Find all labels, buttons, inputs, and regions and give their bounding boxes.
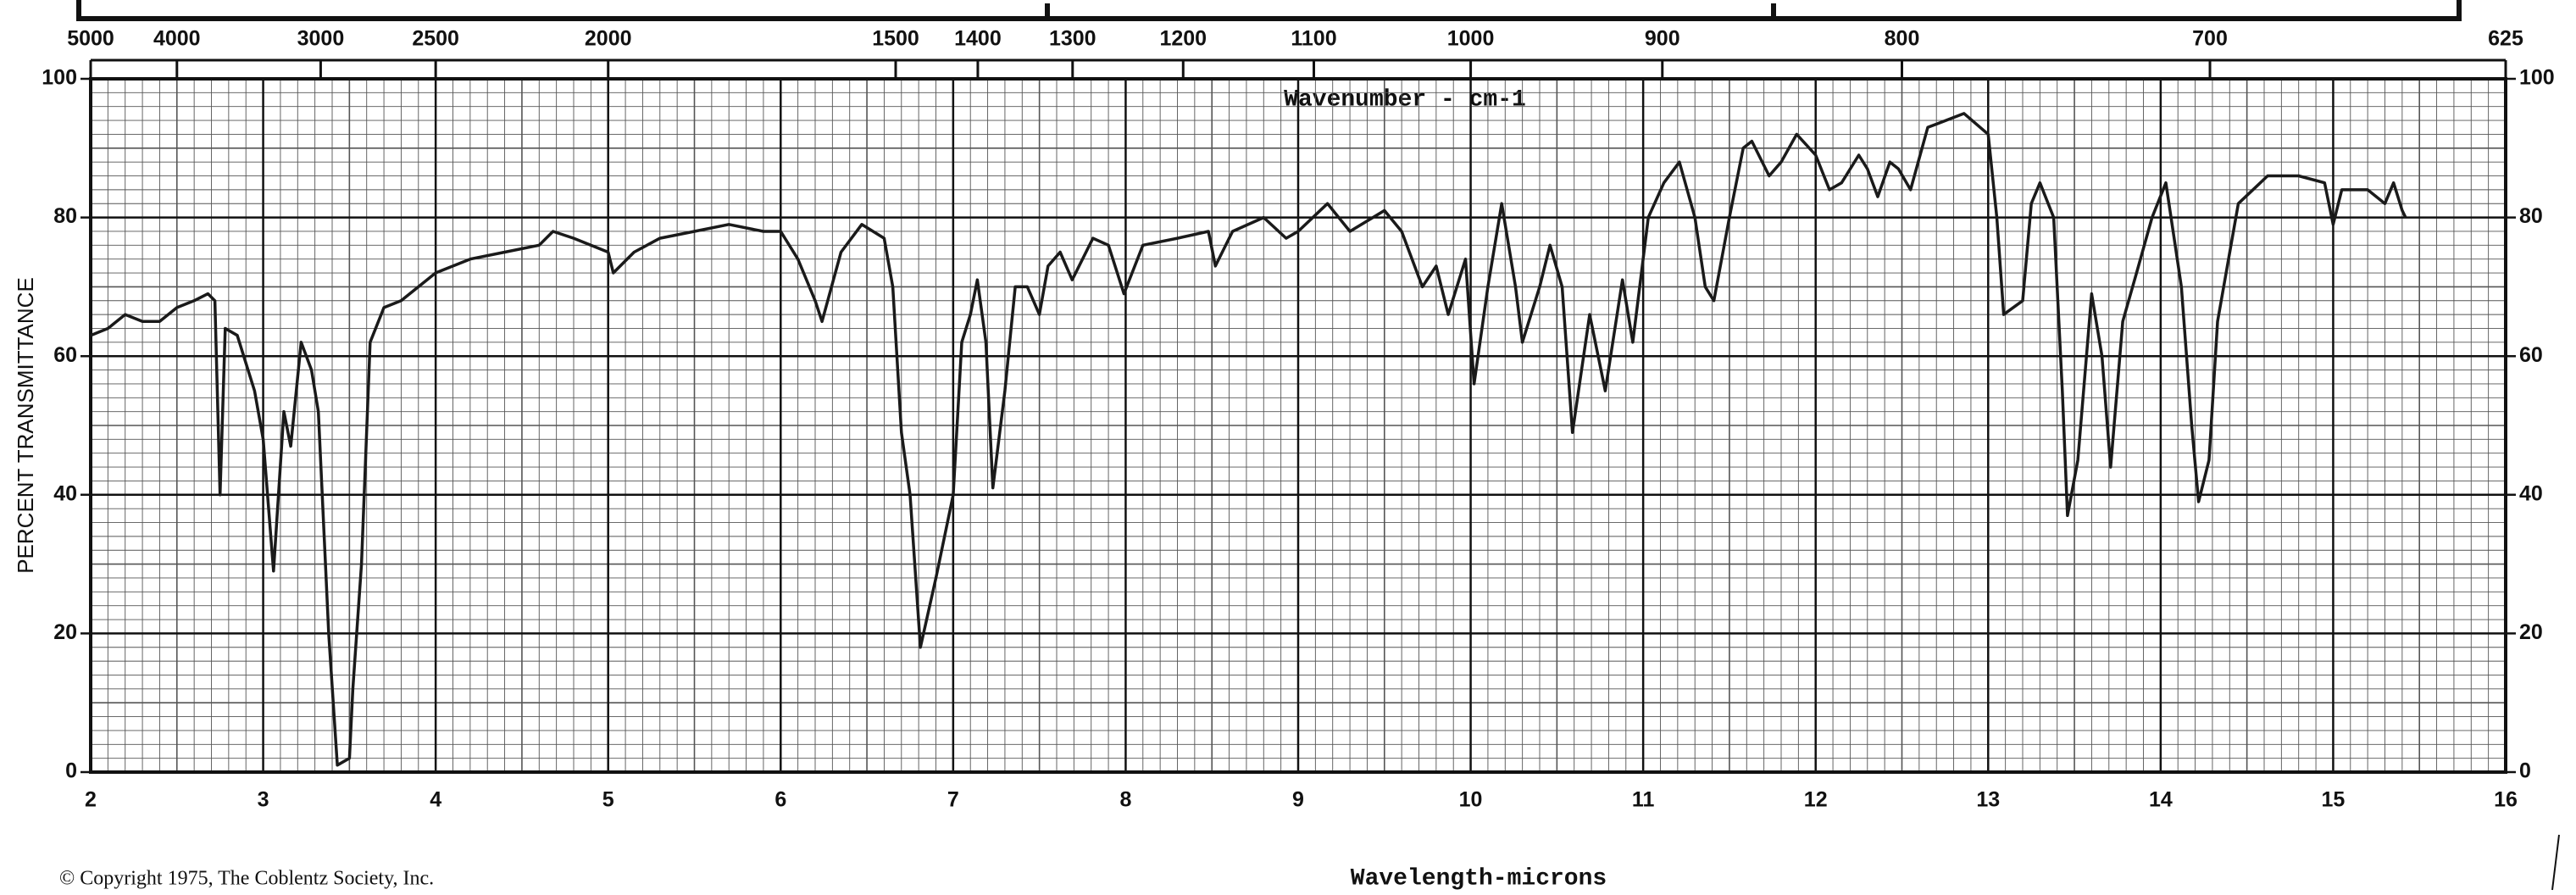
x-tick-label: 15 xyxy=(2322,788,2346,812)
top-tick-label: 4000 xyxy=(153,27,201,51)
x-tick-label: 14 xyxy=(2149,788,2173,812)
y-tick-label: 20 xyxy=(53,620,77,644)
top-tick-label: 2500 xyxy=(412,27,459,51)
y-tick-label-right: 0 xyxy=(2519,759,2531,783)
y-tick-label: 40 xyxy=(53,481,77,505)
x-tick-label: 13 xyxy=(1976,788,2000,812)
x-tick-label: 5 xyxy=(602,788,614,812)
top-tick-label: 2000 xyxy=(585,27,632,51)
y-tick-label-right: 100 xyxy=(2519,66,2555,90)
plot-frame xyxy=(89,77,2507,774)
x-tick-label: 2 xyxy=(85,788,97,812)
top-tick-label: 1300 xyxy=(1049,27,1096,51)
x-tick-label: 11 xyxy=(1632,788,1655,812)
x-tick-label: 10 xyxy=(1459,788,1483,812)
top-tick-label: 5000 xyxy=(67,27,114,51)
y-axis-title: PERCENT TRANSMITTANCE xyxy=(13,277,38,574)
top-tick-label: 1200 xyxy=(1159,27,1207,51)
top-tick-label: 1100 xyxy=(1291,27,1336,51)
top-tick-label: 3000 xyxy=(297,27,345,51)
y-tick-label-right: 40 xyxy=(2519,481,2543,505)
top-tick-label: 625 xyxy=(2488,27,2523,51)
y-tick-label-right: 60 xyxy=(2519,343,2543,367)
y-tick-label: 0 xyxy=(65,759,77,783)
copyright: © Copyright 1975, The Coblentz Society, … xyxy=(59,868,434,890)
top-tick-label: 700 xyxy=(2192,27,2228,51)
top-frame xyxy=(76,0,2462,21)
x-tick-label: 3 xyxy=(258,788,269,812)
y-tick-label: 80 xyxy=(53,204,77,228)
x-tick-label: 12 xyxy=(1804,788,1828,812)
x-tick-label: 7 xyxy=(947,788,959,812)
top-tick-label: 1500 xyxy=(872,27,919,51)
y-tick-label-right: 80 xyxy=(2519,204,2543,228)
y-tick-label: 60 xyxy=(53,343,77,367)
x-tick-label: 8 xyxy=(1119,788,1131,812)
top-tick-label: 1400 xyxy=(954,27,1002,51)
top-tick-label: 900 xyxy=(1645,27,1680,51)
pen-mark xyxy=(2551,834,2560,891)
x-tick-label: 9 xyxy=(1292,788,1304,812)
top-tick-label: 800 xyxy=(1885,27,1920,51)
y-tick-label-right: 20 xyxy=(2519,620,2543,644)
x-tick-label: 4 xyxy=(430,788,441,812)
x-axis-title: Wavelength-microns xyxy=(1351,865,1607,892)
x-tick-label: 16 xyxy=(2494,788,2518,812)
top-tick-label: 1000 xyxy=(1447,27,1495,51)
spectrum-line xyxy=(90,112,2407,767)
x-tick-label: 6 xyxy=(774,788,786,812)
y-tick-label: 100 xyxy=(42,66,77,90)
top-axis-title: Wavenumber - cm-1 xyxy=(1284,86,1526,113)
